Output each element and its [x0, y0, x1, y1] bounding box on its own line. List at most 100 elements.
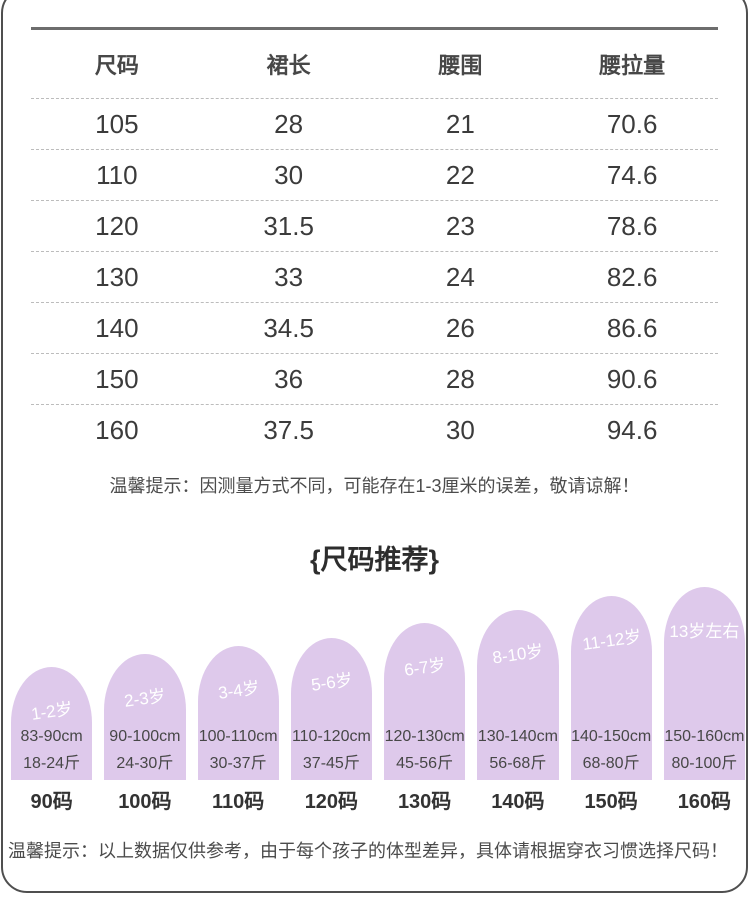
cell-waist: 30	[445, 414, 475, 445]
height-range: 140-150cm	[571, 728, 652, 745]
size-label: 140码	[491, 790, 545, 813]
height-range: 83-90cm	[20, 728, 83, 745]
cell-length: 31.5	[263, 210, 314, 241]
table-row: 120 31.5 23 78.6	[31, 201, 718, 252]
size-label: 100码	[118, 790, 172, 813]
arch-bar: 11-12岁 140-150cm 68-80斤	[570, 596, 652, 780]
age-label: 8-10岁	[491, 641, 545, 668]
height-range: 110-120cm	[291, 728, 371, 745]
arch-column: 5-6岁 110-120cm 37-45斤	[290, 638, 372, 780]
arch-column: 6-7岁 120-130cm 45-56斤	[384, 623, 466, 780]
cell-length: 28	[274, 108, 304, 139]
table-row: 130 33 24 82.6	[31, 252, 718, 303]
size-table-header: 尺码 裙长 腰围 腰拉量	[31, 27, 718, 99]
height-range: 120-130cm	[384, 728, 465, 745]
body-range: 110-120cm 37-45斤	[291, 723, 372, 777]
cell-waist-stretch: 82.6	[606, 261, 658, 292]
arch-column: 1-2岁 83-90cm 18-24斤	[11, 667, 93, 780]
size-table: 尺码 裙长 腰围 腰拉量 105 28 21 70.6 110 30 22 74…	[31, 27, 718, 455]
size-labels-row: 90码 100码 110码 120码 130码 140码 150码 160码	[11, 782, 745, 816]
size-recommendation-chart: 1-2岁 83-90cm 18-24斤 2-3岁 90-100cm 24-30斤…	[11, 585, 745, 780]
arch-bar: 3-4岁 100-110cm 30-37斤	[197, 646, 279, 780]
cell-size: 110	[96, 159, 138, 190]
arch-bar: 6-7岁 120-130cm 45-56斤	[384, 623, 466, 780]
cell-size: 130	[95, 261, 139, 292]
column-header-waist: 腰围	[438, 53, 483, 78]
table-row: 105 28 21 70.6	[31, 99, 718, 150]
arch-bar: 5-6岁 110-120cm 37-45斤	[290, 638, 372, 780]
arch-column: 3-4岁 100-110cm 30-37斤	[197, 646, 279, 780]
cell-waist: 26	[445, 312, 475, 343]
age-label: 5-6岁	[309, 670, 354, 695]
arch-column: 13岁左右 150-160cm 80-100斤	[663, 587, 745, 780]
cell-waist-stretch: 90.6	[606, 363, 658, 394]
table-row: 110 30 22 74.6	[31, 150, 718, 201]
cell-size: 160	[95, 414, 139, 445]
weight-range: 80-100斤	[671, 755, 738, 772]
size-label: 150码	[584, 790, 638, 813]
age-label: 3-4岁	[216, 678, 261, 703]
body-range: 120-130cm 45-56斤	[384, 723, 465, 777]
cell-waist: 24	[445, 261, 475, 292]
weight-range: 30-37斤	[209, 755, 267, 772]
size-label: 130码	[397, 790, 452, 813]
weight-range: 37-45斤	[302, 755, 360, 772]
column-header-waist-stretch: 腰拉量	[599, 53, 666, 78]
table-row: 140 34.5 26 86.6	[31, 303, 718, 354]
cell-size: 150	[95, 363, 139, 394]
arch-bar: 2-3岁 90-100cm 24-30斤	[104, 654, 186, 780]
cell-waist: 22	[445, 159, 475, 190]
age-label: 2-3岁	[123, 686, 168, 711]
body-range: 130-140cm 56-68斤	[477, 723, 558, 777]
body-range: 150-160cm 80-100斤	[664, 723, 745, 777]
cell-size: 120	[95, 210, 139, 241]
arch-bar: 13岁左右 150-160cm 80-100斤	[663, 587, 745, 780]
cell-waist: 21	[445, 108, 475, 139]
weight-range: 18-24斤	[23, 755, 81, 772]
body-range: 83-90cm 18-24斤	[11, 723, 92, 777]
size-table-body: 105 28 21 70.6 110 30 22 74.6 120 31.5 2…	[31, 99, 718, 455]
arch-column: 8-10岁 130-140cm 56-68斤	[477, 610, 559, 780]
cell-length: 34.5	[263, 312, 314, 343]
body-range: 140-150cm 68-80斤	[571, 723, 652, 777]
weight-range: 45-56斤	[396, 755, 454, 772]
reference-note: 温馨提示：以上数据仅供参考，由于每个孩子的体型差异，具体请根据穿衣习惯选择尺码！	[8, 841, 728, 861]
age-label: 11-12岁	[580, 626, 643, 655]
column-header-size: 尺码	[94, 53, 139, 78]
column-header-length: 裙长	[266, 53, 311, 78]
table-row: 150 36 28 90.6	[31, 354, 718, 405]
size-label: 90码	[30, 790, 73, 813]
cell-waist-stretch: 70.6	[606, 108, 658, 139]
cell-waist-stretch: 78.6	[606, 210, 658, 241]
weight-range: 68-80斤	[582, 755, 640, 772]
height-range: 150-160cm	[664, 728, 745, 745]
cell-waist: 28	[445, 363, 475, 394]
height-range: 130-140cm	[477, 728, 558, 745]
cell-length: 30	[274, 159, 304, 190]
cell-waist-stretch: 86.6	[606, 312, 658, 343]
cell-length: 33	[274, 261, 304, 292]
age-label: 13岁左右	[669, 622, 740, 641]
body-range: 100-110cm 30-37斤	[198, 723, 279, 777]
arch-column: 2-3岁 90-100cm 24-30斤	[104, 654, 186, 780]
body-range: 90-100cm 24-30斤	[104, 723, 185, 777]
cell-size: 140	[95, 312, 139, 343]
weight-range: 56-68斤	[489, 755, 547, 772]
cell-length: 37.5	[263, 414, 314, 445]
age-label: 6-7岁	[402, 655, 447, 680]
size-label: 110码	[211, 790, 265, 813]
table-row: 160 37.5 30 94.6	[31, 405, 718, 455]
arch-bar: 1-2岁 83-90cm 18-24斤	[11, 667, 93, 780]
cell-waist-stretch: 74.6	[606, 159, 658, 190]
height-range: 100-110cm	[198, 728, 278, 745]
cell-waist-stretch: 94.6	[606, 414, 658, 445]
cell-waist: 23	[445, 210, 475, 241]
recommendation-title: {尺码推荐}	[309, 545, 439, 575]
size-label: 120码	[304, 790, 359, 813]
cell-size: 105	[95, 108, 139, 139]
weight-range: 24-30斤	[116, 755, 174, 772]
cell-length: 36	[274, 363, 304, 394]
arch-column: 11-12岁 140-150cm 68-80斤	[570, 596, 652, 780]
height-range: 90-100cm	[109, 728, 181, 745]
arch-bar: 8-10岁 130-140cm 56-68斤	[477, 610, 559, 780]
